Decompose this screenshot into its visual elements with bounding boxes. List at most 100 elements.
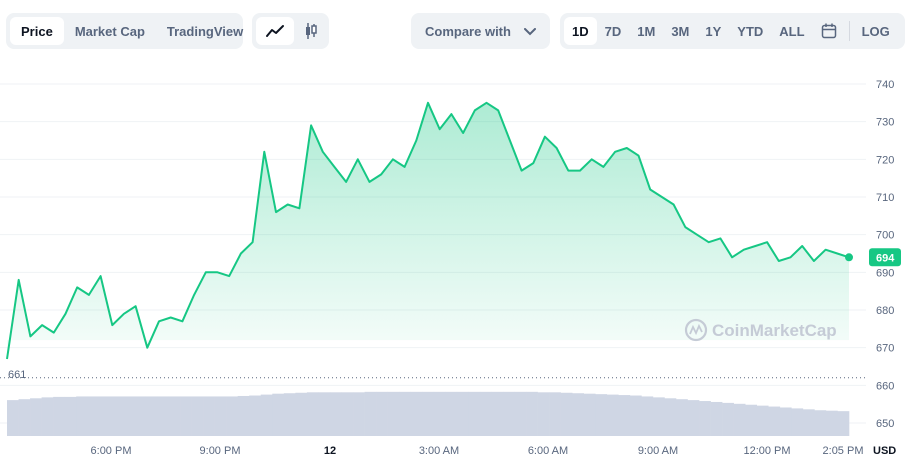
volume-bar xyxy=(526,391,538,436)
volume-bar xyxy=(399,391,411,436)
watermark: CoinMarketCap xyxy=(684,318,837,342)
open-reference-label: 661 xyxy=(8,369,26,381)
volume-bar xyxy=(549,392,561,436)
x-tick-label: 6:00 PM xyxy=(91,445,132,457)
volume-bar xyxy=(249,395,262,436)
volume-bar xyxy=(422,391,435,436)
calendar-icon[interactable] xyxy=(813,17,845,45)
time-range-switcher: 1D 7D 1M 3M 1Y YTD ALL LOG xyxy=(560,13,905,49)
volume-bar xyxy=(145,396,158,436)
volume-bars xyxy=(7,391,850,436)
y-tick-label: 700 xyxy=(876,230,894,242)
volume-bar xyxy=(641,396,654,436)
volume-bar xyxy=(133,396,146,436)
chart-style-switcher xyxy=(252,13,329,49)
volume-bar xyxy=(537,392,550,436)
volume-bar xyxy=(283,393,296,436)
y-tick-label: 670 xyxy=(876,343,894,355)
y-tick-label: 690 xyxy=(876,267,894,279)
volume-bar xyxy=(468,391,481,436)
volume-bar xyxy=(618,395,631,436)
volume-bar xyxy=(629,395,642,436)
range-1d[interactable]: 1D xyxy=(564,17,597,45)
volume-bar xyxy=(583,393,596,436)
volume-bar xyxy=(652,397,665,436)
volume-bar xyxy=(560,392,573,436)
volume-bar xyxy=(445,391,458,436)
y-tick-label: 650 xyxy=(876,418,894,430)
volume-bar xyxy=(87,396,100,436)
x-tick-label: 9:00 PM xyxy=(200,445,241,457)
volume-bar xyxy=(595,394,608,436)
x-tick-label: 3:00 AM xyxy=(419,445,459,457)
x-tick-label: 12:00 PM xyxy=(743,445,790,457)
tab-price[interactable]: Price xyxy=(10,17,64,45)
volume-bar xyxy=(306,392,319,436)
volume-bar xyxy=(699,401,711,436)
volume-bar xyxy=(295,392,308,436)
volume-bar xyxy=(272,393,285,436)
current-price-tag: 694 xyxy=(869,248,901,267)
candlestick-icon[interactable] xyxy=(294,17,328,45)
volume-bar xyxy=(664,398,677,436)
volume-bar xyxy=(606,394,619,436)
volume-bar xyxy=(226,396,238,436)
y-tick-label: 730 xyxy=(876,117,894,129)
volume-bar xyxy=(156,396,169,436)
volume-bar xyxy=(572,393,585,436)
range-3m[interactable]: 3M xyxy=(671,23,690,39)
y-tick-label: 720 xyxy=(876,154,894,166)
volume-bar xyxy=(76,396,89,436)
volume-bar xyxy=(791,408,804,436)
y-tick-label: 740 xyxy=(876,79,894,91)
tab-market-cap[interactable]: Market Cap xyxy=(74,23,145,39)
volume-bar xyxy=(745,404,758,436)
range-1m[interactable]: 1M xyxy=(637,23,656,39)
volume-bar xyxy=(180,396,192,436)
volume-bar xyxy=(341,392,354,436)
compare-label: Compare with xyxy=(425,23,511,39)
x-tick-label: 9:00 AM xyxy=(638,445,678,457)
volume-bar xyxy=(110,396,123,436)
currency-label: USD xyxy=(873,445,896,457)
price-line xyxy=(6,101,850,360)
volume-bar xyxy=(502,391,515,436)
compare-with-dropdown[interactable]: Compare with xyxy=(411,13,550,49)
volume-bar xyxy=(456,391,469,436)
price-area xyxy=(6,101,853,360)
y-tick-label: 660 xyxy=(876,380,894,392)
volume-bar xyxy=(41,397,54,436)
current-price-value: 694 xyxy=(876,252,895,264)
volume-bar xyxy=(768,406,781,436)
volume-bar xyxy=(53,396,65,436)
volume-bar xyxy=(364,391,377,436)
volume-bar xyxy=(779,407,792,436)
line-chart-icon[interactable] xyxy=(256,17,294,45)
volume-bar xyxy=(802,409,815,436)
volume-bar xyxy=(733,403,746,436)
watermark-text: CoinMarketCap xyxy=(712,321,837,340)
volume-bar xyxy=(18,399,31,436)
volume-bar xyxy=(387,391,400,436)
log-scale-toggle[interactable]: LOG xyxy=(861,23,890,39)
volume-bar xyxy=(433,391,446,436)
y-tick-label: 680 xyxy=(876,305,894,317)
x-tick-label: 12 xyxy=(324,445,336,457)
range-1y[interactable]: 1Y xyxy=(705,23,722,39)
volume-bar xyxy=(479,391,492,436)
volume-bar xyxy=(410,391,423,436)
volume-bar xyxy=(7,400,19,436)
volume-bar xyxy=(675,399,688,436)
range-all[interactable]: ALL xyxy=(779,23,805,39)
x-axis: 6:00 PM 9:00 PM 12 3:00 AM 6:00 AM 9:00 AM 12:… xyxy=(91,445,864,457)
volume-bar xyxy=(214,396,227,436)
range-ytd[interactable]: YTD xyxy=(737,23,764,39)
chevron-down-icon xyxy=(524,24,536,39)
tab-tradingview[interactable]: TradingView xyxy=(166,23,244,39)
coinmarketcap-logo-icon xyxy=(684,318,708,342)
volume-bar xyxy=(814,410,827,436)
volume-bar xyxy=(260,394,273,436)
range-7d[interactable]: 7D xyxy=(604,23,622,39)
volume-bar xyxy=(237,395,250,436)
